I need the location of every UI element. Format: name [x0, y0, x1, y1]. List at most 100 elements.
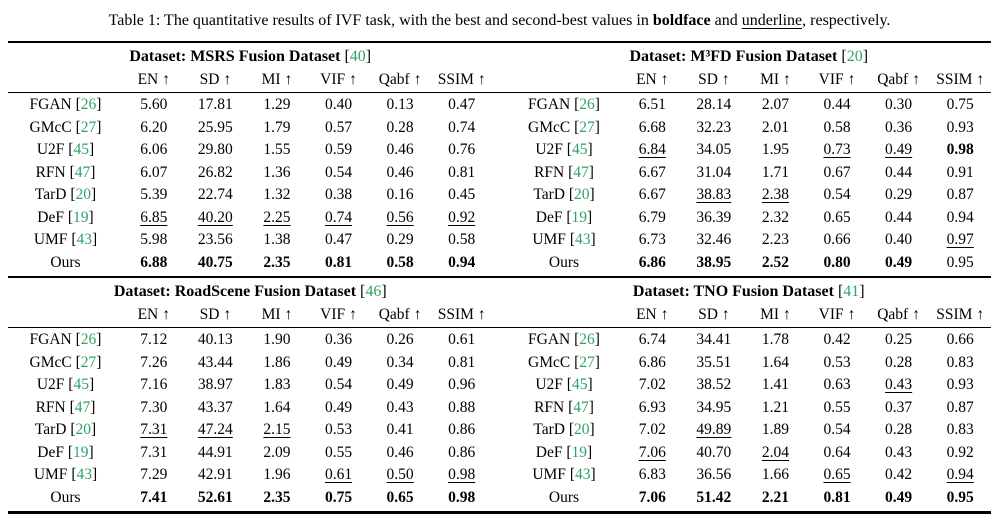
cite-open-bracket: [ [568, 163, 574, 181]
method-label: FGAN [26] [507, 94, 622, 117]
cite-open-bracket: [ [67, 443, 74, 461]
metric-value: 0.58 [448, 231, 476, 248]
method-column-header [8, 304, 123, 326]
citation-link[interactable]: [26] [574, 96, 600, 113]
dataset-title-text: Dataset: M³FD Fusion Dataset [629, 48, 837, 65]
metric-value: 0.75 [946, 96, 974, 113]
citation-link[interactable]: [47] [568, 399, 594, 416]
table-row: U2F [45] 7.16 38.97 1.83 0.54 0.49 0.96 [8, 374, 493, 397]
table-row: UMF [43] 6.83 36.56 1.66 0.65 0.42 0.94 [507, 464, 992, 487]
metric-value: 7.30 [140, 398, 168, 416]
citation-link[interactable]: [20] [841, 48, 868, 65]
method-name: Ours [50, 488, 81, 506]
metric-value: 6.86 [638, 353, 666, 371]
citation-link[interactable]: [45] [567, 141, 593, 158]
metric-value: 0.36 [324, 331, 353, 348]
metric-value: 6.79 [638, 208, 666, 226]
citation-link[interactable]: [20] [569, 186, 595, 203]
citation-link[interactable]: [47] [70, 164, 96, 181]
citation-link[interactable]: [26] [76, 331, 102, 348]
metric-name: Qabf [378, 71, 410, 88]
citation-link[interactable]: [27] [76, 119, 102, 136]
metric-name: EN [137, 306, 159, 323]
dataset-title: Dataset: TNO Fusion Dataset [41] [507, 278, 992, 304]
table-row: RFN [47] 6.07 26.82 1.36 0.54 0.46 0.81 [8, 162, 493, 185]
column-header-mi: MI ↑ [745, 304, 807, 326]
metric-value: 0.44 [885, 163, 913, 181]
cite-close-bracket: ] [594, 353, 600, 371]
metric-value: 0.67 [823, 163, 851, 181]
citation-link[interactable]: [43] [570, 231, 596, 248]
method-label: GMcC [27] [507, 117, 622, 140]
citation-link[interactable]: [19] [566, 444, 592, 461]
metric-value: 0.61 [324, 466, 353, 483]
citation-link[interactable]: [27] [76, 354, 102, 371]
metric-value: 32.23 [696, 118, 732, 136]
method-label: UMF [43] [8, 229, 123, 252]
metric-value: 0.98 [448, 488, 476, 506]
metric-value: 0.42 [885, 466, 913, 483]
citation-link[interactable]: [26] [76, 96, 102, 113]
metric-name: SD [199, 71, 220, 88]
metric-value: 1.83 [263, 376, 291, 393]
column-header-sd: SD ↑ [683, 304, 745, 326]
cite-close-bracket: ] [91, 421, 97, 438]
citation-link[interactable]: [20] [70, 186, 96, 203]
metric-value: 7.02 [638, 376, 666, 393]
cite-close-bracket: ] [587, 376, 593, 393]
up-arrow-icon: ↑ [349, 306, 357, 323]
citation-number: 20 [75, 186, 92, 203]
citation-link[interactable]: [19] [566, 209, 592, 226]
metric-name: VIF [320, 306, 346, 323]
citation-link[interactable]: [20] [569, 421, 595, 438]
results-section-top: Dataset: MSRS Fusion Dataset [40] EN ↑ SD ↑ M… [8, 41, 991, 276]
citation-link[interactable]: [45] [567, 376, 593, 393]
cite-close-bracket: ] [859, 283, 865, 300]
table-row: U2F [45] 7.02 38.52 1.41 0.63 0.43 0.93 [507, 374, 992, 397]
citation-link[interactable]: [45] [68, 376, 94, 393]
cite-close-bracket: ] [90, 398, 96, 416]
metric-value: 1.89 [761, 421, 789, 438]
citation-link[interactable]: [47] [568, 164, 594, 181]
method-name: UMF [33, 466, 68, 483]
citation-link[interactable]: [19] [68, 209, 94, 226]
cite-close-bracket: ] [594, 96, 600, 113]
citation-link[interactable]: [27] [574, 119, 600, 136]
citation-number: 20 [846, 48, 863, 65]
cite-open-bracket: [ [75, 331, 81, 348]
citation-link[interactable]: [45] [68, 141, 94, 158]
method-name: DeF [535, 208, 563, 226]
citation-link[interactable]: [20] [70, 421, 96, 438]
citation-link[interactable]: [19] [68, 444, 94, 461]
method-label: DeF [19] [507, 207, 622, 230]
metric-value: 0.97 [946, 231, 974, 248]
citation-link[interactable]: [43] [71, 466, 97, 483]
dataset-title: Dataset: RoadScene Fusion Dataset [46] [8, 278, 493, 304]
metric-value: 0.93 [946, 376, 974, 393]
paper-table-figure: Table 1: The quantitative results of IVF… [0, 10, 999, 514]
method-label: Ours [8, 252, 123, 275]
metric-value: 2.35 [263, 488, 291, 506]
citation-link[interactable]: [27] [574, 354, 600, 371]
metric-value: 6.06 [140, 141, 168, 158]
citation-link[interactable]: [46] [360, 283, 387, 300]
metric-name: SD [698, 306, 718, 323]
table-row: FGAN [26] 6.74 34.41 1.78 0.42 0.25 0.66 [507, 329, 992, 352]
metric-value: 0.54 [324, 376, 353, 393]
citation-link[interactable]: [43] [570, 466, 596, 483]
citation-link[interactable]: [26] [574, 331, 600, 348]
citation-number: 43 [574, 231, 591, 248]
citation-number: 26 [579, 331, 595, 348]
cite-open-bracket: [ [69, 398, 75, 416]
citation-link[interactable]: [47] [70, 399, 96, 416]
citation-link[interactable]: [43] [71, 231, 97, 248]
dataset-header: Dataset: RoadScene Fusion Dataset [46] EN… [8, 278, 493, 326]
cite-open-bracket: [ [569, 231, 575, 248]
citation-link[interactable]: [40] [344, 48, 371, 65]
citation-link[interactable]: [41] [838, 283, 865, 300]
table-row: RFN [47] 6.67 31.04 1.71 0.67 0.44 0.91 [507, 162, 992, 185]
metric-value: 0.46 [386, 443, 414, 461]
metric-value: 1.32 [263, 186, 291, 203]
metric-name: VIF [320, 71, 346, 88]
metric-value: 0.93 [946, 118, 974, 136]
